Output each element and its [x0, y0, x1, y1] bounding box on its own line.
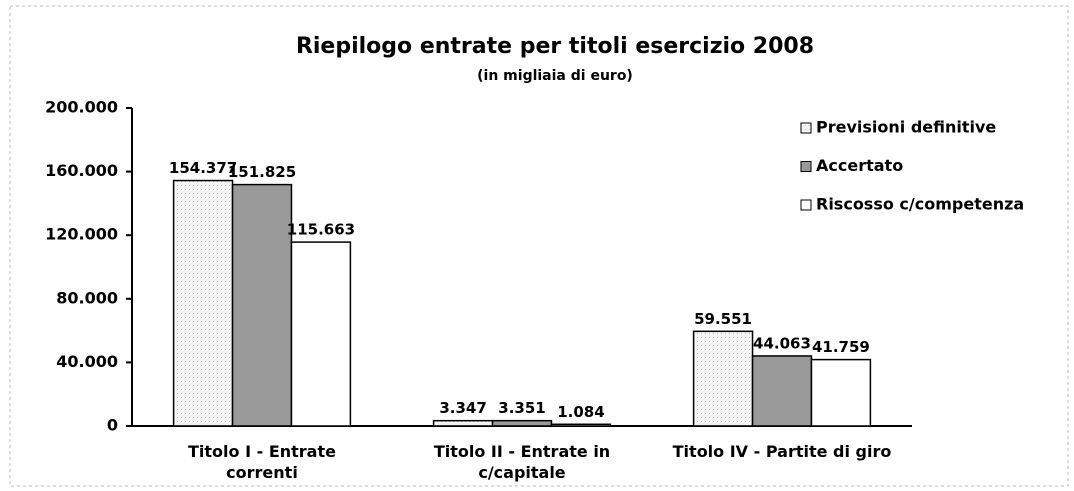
x-tick-label: Titolo I - Entrate correnti	[188, 442, 336, 482]
bar	[172, 179, 234, 427]
y-tick-label: 120.000	[45, 225, 118, 244]
bar	[290, 241, 352, 427]
data-label: 151.825	[228, 163, 296, 181]
y-tick-label: 200.000	[45, 98, 118, 117]
y-tick-label: 80.000	[56, 288, 118, 307]
data-label: 3.351	[498, 399, 545, 417]
data-label: 44.063	[753, 334, 811, 352]
legend-label: Accertato	[816, 156, 903, 175]
chart-title: Riepilogo entrate per titoli esercizio 2…	[296, 34, 814, 59]
data-label: 1.084	[557, 403, 604, 421]
chart-subtitle: (in migliaia di euro)	[477, 68, 633, 84]
x-tick-label: Titolo IV - Partite di giro	[672, 442, 892, 461]
legend-swatch	[800, 199, 812, 211]
y-tick-label: 0	[107, 416, 118, 435]
data-label: 41.759	[812, 338, 870, 356]
bar	[550, 423, 612, 427]
legend-swatch	[800, 161, 812, 172]
x-tick-label: Titolo II - Entrate in c/capitale	[433, 442, 611, 482]
bar	[692, 330, 754, 427]
bar	[751, 355, 813, 427]
data-label: 59.551	[694, 310, 752, 328]
data-label: 115.663	[287, 221, 355, 239]
legend-label: Previsioni definitive	[816, 118, 996, 137]
chart-border	[9, 5, 1069, 487]
legend-swatch	[800, 122, 812, 134]
bar	[432, 419, 494, 427]
bar	[491, 419, 553, 427]
legend-label: Riscosso c/competenza	[816, 195, 1024, 214]
bar	[810, 358, 872, 427]
data-label: 154.377	[169, 159, 237, 177]
y-tick-label: 40.000	[56, 352, 118, 371]
y-tick-label: 160.000	[45, 161, 118, 180]
bar	[231, 183, 293, 427]
data-label: 3.347	[439, 399, 486, 417]
